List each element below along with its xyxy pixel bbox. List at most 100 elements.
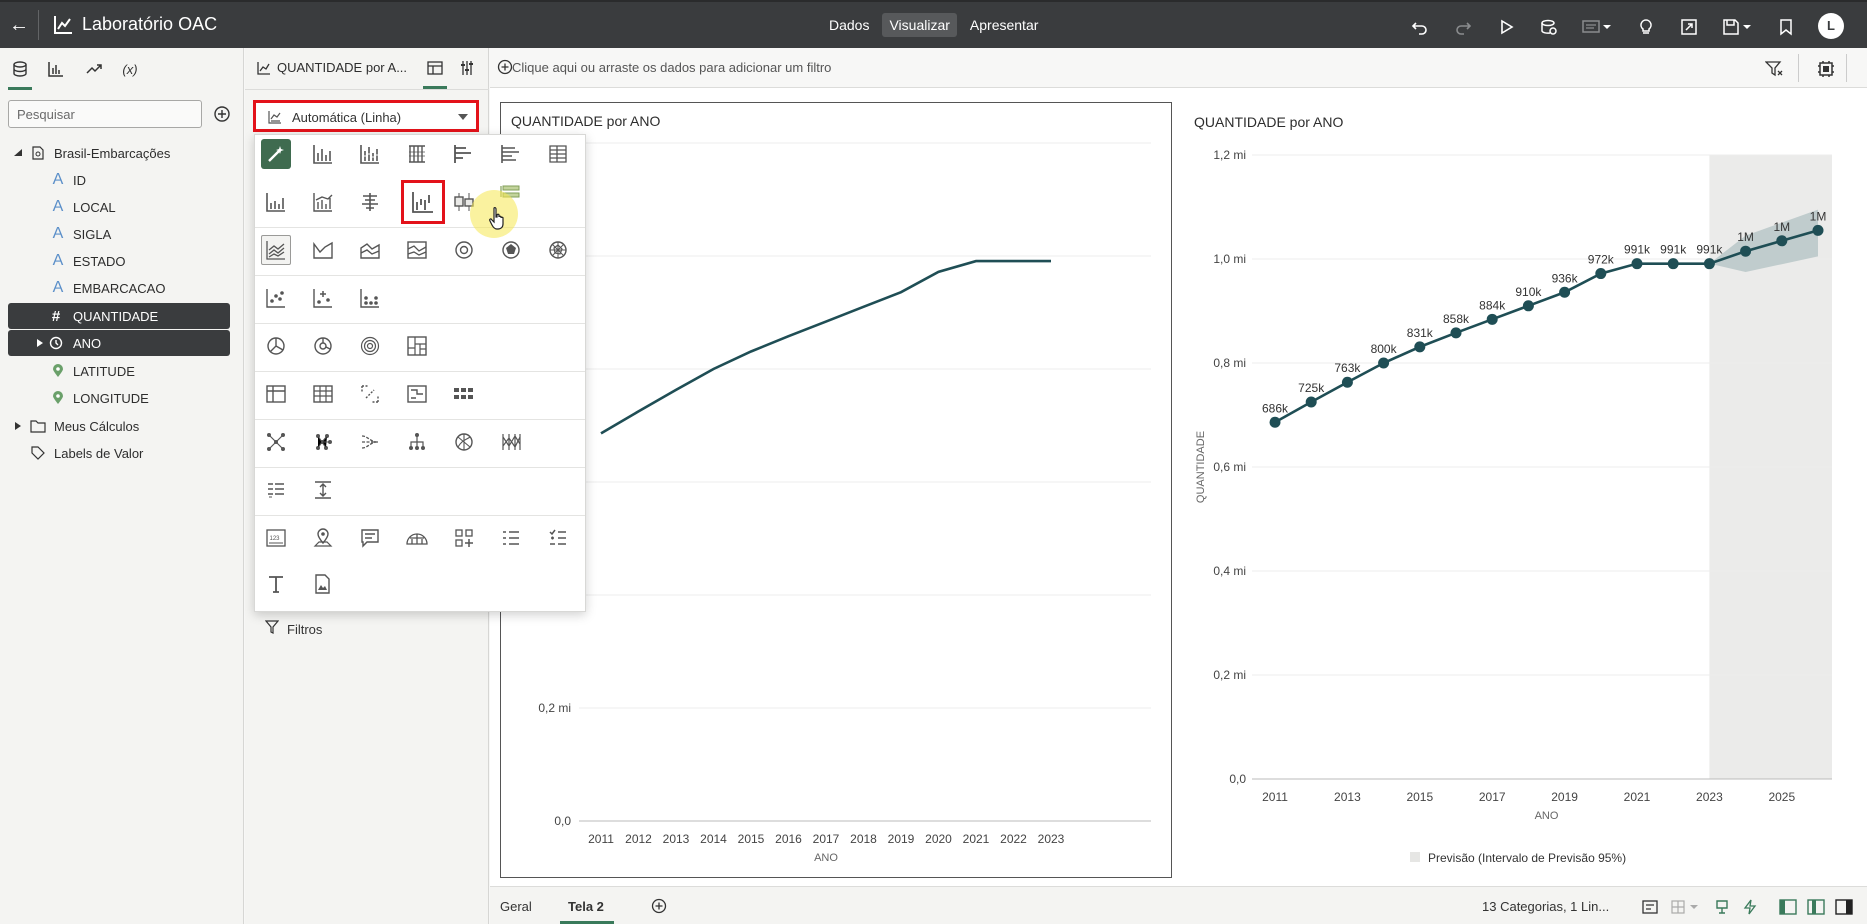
chart-type-selector[interactable]: Automática (Linha) [253, 100, 479, 132]
tree-datasource[interactable]: Brasil-Embarcações [0, 140, 244, 166]
calculation-tab-icon[interactable]: (x) [122, 61, 138, 77]
tag-cloud-icon[interactable] [449, 523, 479, 553]
tree-folder[interactable]: Meus Cálculos [0, 413, 244, 439]
data-view-icon[interactable] [1640, 897, 1660, 917]
mode-dados[interactable]: Dados [829, 17, 870, 33]
horizontal-stacked-bar-icon[interactable] [496, 139, 526, 169]
play-icon[interactable] [1484, 14, 1527, 40]
filter-bar[interactable]: Clique aqui ou arraste os dados para adi… [490, 48, 1867, 88]
mode-visualizar[interactable]: Visualizar [882, 13, 957, 37]
scatter-plus-icon[interactable] [308, 283, 338, 313]
image-icon[interactable] [308, 569, 338, 599]
pie-chart-icon[interactable] [261, 331, 291, 361]
auto-apply-bolt-icon[interactable] [1740, 897, 1760, 917]
treemap-icon[interactable] [402, 331, 432, 361]
mode-apresentar[interactable]: Apresentar [969, 17, 1039, 33]
radar-chart-icon[interactable] [496, 235, 526, 265]
tab-tela-2[interactable]: Tela 2 [560, 899, 614, 924]
list-view-icon[interactable] [261, 475, 291, 505]
filter-toggle-icon[interactable] [1762, 58, 1786, 80]
stacked-bar-chart-icon[interactable] [355, 139, 385, 169]
horizontal-100-stacked-icon[interactable] [543, 139, 573, 169]
grammar-panel-toggle-icon[interactable] [1806, 897, 1826, 917]
canvas-settings-icon[interactable] [1814, 58, 1838, 80]
spacer-icon[interactable] [308, 475, 338, 505]
tree-field[interactable]: A ESTADO [0, 248, 244, 274]
table-icon[interactable] [308, 379, 338, 409]
timeline-hemisphere-icon[interactable] [402, 523, 432, 553]
tree-field[interactable]: A EMBARCACAO [0, 275, 244, 301]
line-chart-icon[interactable] [261, 235, 291, 265]
map-pin-icon[interactable] [308, 523, 338, 553]
data-tab-icon[interactable] [6, 56, 34, 90]
text-t-icon[interactable] [261, 569, 291, 599]
left-panel-toggle-icon[interactable] [1778, 897, 1798, 917]
tab-geral[interactable]: Geral [500, 899, 532, 914]
100-stacked-bar-icon[interactable] [402, 139, 432, 169]
tree-field[interactable]: LONGITUDE [0, 385, 244, 411]
bar-chart-icon[interactable] [308, 139, 338, 169]
bookmark-icon[interactable] [1764, 14, 1807, 40]
sunburst-icon[interactable] [355, 331, 385, 361]
100-area-icon[interactable] [402, 235, 432, 265]
tile-grid-icon[interactable] [449, 379, 479, 409]
tile-kpi-icon[interactable]: 123 [261, 523, 291, 553]
export-icon[interactable] [1667, 14, 1710, 40]
tree-field-selected[interactable]: # QUANTIDADE [8, 303, 230, 329]
undo-icon[interactable] [1398, 14, 1441, 40]
properties-panel-toggle-icon[interactable] [1834, 897, 1854, 917]
tree-field[interactable]: LATITUDE [0, 358, 244, 384]
parallel-axes-icon[interactable] [496, 427, 526, 457]
heat-matrix-icon[interactable] [402, 379, 432, 409]
insights-bulb-icon[interactable] [1624, 14, 1667, 40]
chevron-down-icon[interactable] [458, 114, 468, 120]
visualization-line-chart-left[interactable]: QUANTIDADE por ANO 0,0 0,2 mi 2011 2012 2013… [500, 102, 1172, 878]
expand-triangle-icon[interactable] [32, 335, 48, 351]
expand-triangle-icon[interactable] [10, 418, 26, 434]
analytics-tab-icon[interactable] [80, 56, 108, 82]
grid-menu-icon[interactable] [1668, 897, 1704, 917]
tree-field-selected[interactable]: ANO [8, 330, 230, 356]
grammar-view-icon[interactable] [427, 60, 443, 76]
user-avatar[interactable]: L [1818, 13, 1844, 39]
sankey-icon[interactable] [355, 427, 385, 457]
tree-field[interactable]: A LOCAL [0, 194, 244, 220]
donut-chart-icon[interactable] [449, 235, 479, 265]
checklist-icon[interactable] [543, 523, 573, 553]
waterfall-chart-icon[interactable] [401, 180, 445, 224]
scatter-chart-icon[interactable] [261, 283, 291, 313]
network-icon[interactable] [261, 427, 291, 457]
stacked-horizontal-icon[interactable] [355, 187, 385, 217]
hierarchy-icon[interactable] [402, 427, 432, 457]
refresh-data-icon[interactable] [1527, 14, 1570, 40]
stacked-area-icon[interactable] [355, 235, 385, 265]
back-arrow-icon[interactable]: ← [9, 14, 29, 36]
list-filter-icon[interactable] [496, 523, 526, 553]
correlation-matrix-icon[interactable] [355, 379, 385, 409]
tree-field[interactable]: A SIGLA [0, 221, 244, 247]
legend-icon[interactable] [1712, 897, 1732, 917]
visualizations-tab-icon[interactable] [42, 56, 70, 82]
add-data-icon[interactable] [212, 104, 232, 124]
bar-line-combo-icon[interactable] [308, 187, 338, 217]
text-box-icon[interactable] [355, 523, 385, 553]
tree-field[interactable]: A ID [0, 167, 244, 193]
auto-magic-wand-icon[interactable] [261, 139, 291, 169]
save-menu-icon[interactable] [1710, 14, 1764, 40]
search-input[interactable]: Pesquisar [8, 100, 202, 128]
collapse-triangle-icon[interactable] [10, 145, 26, 161]
redo-icon[interactable] [1441, 14, 1484, 40]
comments-menu-icon[interactable] [1570, 14, 1624, 40]
chord-diagram-icon[interactable] [449, 427, 479, 457]
area-chart-icon[interactable] [308, 235, 338, 265]
filters-drop-zone[interactable]: Filtros [264, 620, 322, 637]
combo-bar-line-icon[interactable] [261, 187, 291, 217]
donut-split-icon[interactable] [308, 331, 338, 361]
properties-sliders-icon[interactable] [459, 60, 475, 76]
radar-area-icon[interactable] [543, 235, 573, 265]
parallel-coordinates-icon[interactable] [308, 427, 338, 457]
tree-folder[interactable]: Labels de Valor [0, 440, 244, 466]
add-filter-icon[interactable] [496, 58, 514, 76]
dot-plot-icon[interactable] [355, 283, 385, 313]
add-canvas-icon[interactable] [650, 897, 668, 915]
